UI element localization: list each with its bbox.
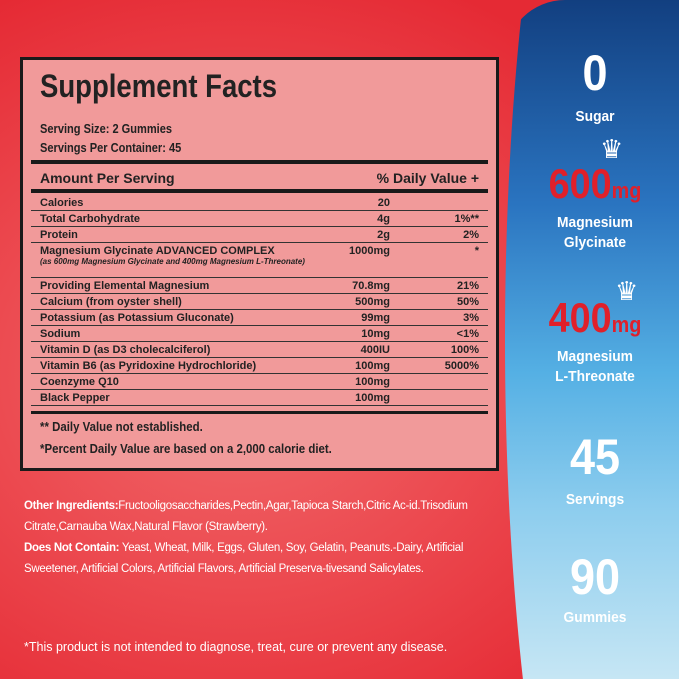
nutrient-name: Protein [40, 229, 320, 241]
threonate-label: Magnesium L-Threonate [526, 347, 664, 387]
nutrient-dv: 1%** [454, 212, 479, 225]
nutrient-label: Protein [40, 228, 78, 241]
disclaimer: *This product is not intended to diagnos… [24, 640, 448, 654]
threonate-unit: mg [611, 312, 642, 337]
nutrient-amount: 100mg [355, 375, 390, 388]
table-row: Black Pepper 100mg [31, 390, 488, 406]
table-row: Providing Elemental Magnesium 70.8mg 21% [31, 278, 488, 294]
nutrient-label: Vitamin B6 (as Pyridoxine Hydrochloride) [40, 359, 257, 372]
servings-per-container: Servings Per Container: 45 [40, 140, 182, 155]
nutrient-name: Vitamin B6 (as Pyridoxine Hydrochloride) [40, 360, 320, 372]
nutrient-amount: 100mg [355, 359, 390, 372]
nutrient-dv: 50% [456, 295, 479, 308]
nutrient-label: Sodium [40, 327, 81, 340]
nutrient-name: Potassium (as Potassium Gluconate) [40, 312, 320, 324]
label-line: L-Threonate [555, 368, 635, 385]
label-line: Magnesium [557, 214, 633, 231]
nutrient-dv: <1% [456, 327, 479, 340]
crown-icon: ♛ [615, 276, 639, 306]
nutrient-name: Calories [40, 197, 320, 209]
gummies-label: Gummies [563, 609, 627, 626]
nutrient-name: Vitamin D (as D3 cholecalciferol) [40, 344, 320, 356]
gummies-value: 90 [569, 549, 621, 605]
nutrient-amount: 400IU [360, 343, 390, 356]
servings-label: Servings [565, 491, 625, 508]
nutrient-label: Magnesium Glycinate ADVANCED COMPLEX [40, 245, 275, 257]
nutrient-amount: 2g [377, 228, 390, 241]
serving-size: Serving Size: 2 Gummies [40, 121, 173, 136]
nutrient-amount: 70.8mg [352, 279, 390, 292]
blue-side-panel [505, 0, 679, 679]
nutrient-amount: 1000mg [349, 245, 390, 257]
nutrient-label: Providing Elemental Magnesium [40, 279, 210, 292]
threonate-value: 400 [548, 294, 612, 341]
nutrient-label: Vitamin D (as D3 cholecalciferol) [40, 343, 211, 356]
nutrient-name: Black Pepper [40, 392, 320, 404]
sugar-label: Sugar [575, 108, 615, 125]
other-ingredients-label: Other Ingredients: [24, 500, 119, 512]
threonate-amount: 400mg [528, 294, 663, 342]
ingredients-text: Other Ingredients:Fructooligosaccharides… [24, 496, 504, 580]
glycinate-unit: mg [611, 178, 642, 203]
table-row: Potassium (as Potassium Gluconate) 99mg 3% [31, 310, 488, 326]
nutrient-label: Coenzyme Q10 [40, 375, 119, 388]
crown-icon: ♛ [600, 134, 624, 164]
nutrient-dv: 3% [463, 311, 479, 324]
footnote-calorie: *Percent Daily Value are based on a 2,00… [40, 441, 332, 456]
supplement-facts-panel: Supplement Facts Serving Size: 2 Gummies… [20, 57, 499, 471]
nutrient-dv: 100% [450, 343, 479, 356]
nutrient-dv: 5000% [444, 359, 479, 372]
nutrient-amount: 99mg [361, 311, 390, 324]
table-row: Magnesium Glycinate ADVANCED COMPLEX (as … [31, 243, 488, 278]
nutrient-amount: 500mg [355, 295, 390, 308]
table-row: Total Carbohydrate 4g 1%** [31, 211, 488, 227]
sugar-value: 0 [582, 45, 608, 101]
table-row: Coenzyme Q10 100mg [31, 374, 488, 390]
nutrient-dv: 2% [463, 228, 479, 241]
glycinate-label: Magnesium Glycinate [526, 213, 664, 253]
divider [31, 189, 488, 193]
nutrient-name: Sodium [40, 328, 320, 340]
nutrient-subtext: (as 600mg Magnesium Glycinate and 400mg … [40, 257, 305, 266]
divider [31, 411, 488, 414]
divider [31, 160, 488, 164]
table-row: Calcium (from oyster shell) 500mg 50% [31, 294, 488, 310]
table-header: Amount Per Serving % Daily Value + [40, 170, 479, 186]
table-row: Vitamin B6 (as Pyridoxine Hydrochloride)… [31, 358, 488, 374]
table-row: Calories 20 [31, 195, 488, 211]
servings-value: 45 [569, 429, 621, 485]
nutrient-name: Total Carbohydrate [40, 213, 320, 225]
nutrient-dv: * [474, 245, 479, 257]
table-row: Vitamin D (as D3 cholecalciferol) 400IU 10… [31, 342, 488, 358]
nutrient-label: Calories [40, 196, 84, 209]
nutrient-amount: 4g [377, 212, 390, 225]
nutrient-amount: 100mg [355, 391, 390, 404]
label-line: Magnesium [557, 348, 633, 365]
nutrient-name: Calcium (from oyster shell) [40, 296, 320, 308]
header-amount: Amount Per Serving [40, 170, 175, 186]
header-dv: % Daily Value + [376, 170, 479, 186]
table-row: Protein 2g 2% [31, 227, 488, 243]
table-row: Sodium 10mg <1% [31, 326, 488, 342]
nutrient-label: Black Pepper [40, 391, 110, 404]
nutrient-name: Providing Elemental Magnesium [40, 280, 320, 292]
nutrient-label: Potassium (as Potassium Gluconate) [40, 311, 234, 324]
footnote-dv: ** Daily Value not established. [40, 419, 203, 434]
nutrient-amount: 10mg [361, 327, 390, 340]
nutrient-name: Magnesium Glycinate ADVANCED COMPLEX (as … [40, 245, 320, 266]
nutrient-dv: 21% [456, 279, 479, 292]
does-not-contain: Yeast, Wheat, Milk, Eggs, Gluten, Soy, G… [24, 542, 464, 575]
nutrient-label: Calcium (from oyster shell) [40, 295, 182, 308]
nutrient-label: Total Carbohydrate [40, 212, 141, 225]
does-not-contain-label: Does Not Contain: [24, 542, 120, 554]
facts-table: Calories 20 Total Carbohydrate 4g 1%** Protei… [31, 195, 488, 406]
label-line: Glycinate [563, 234, 627, 251]
nutrient-name: Coenzyme Q10 [40, 376, 320, 388]
other-ingredients: Fructooligosaccharides,Pectin,Agar,Tapio… [24, 500, 468, 533]
glycinate-value: 600 [548, 160, 612, 207]
facts-title: Supplement Facts [40, 68, 278, 104]
nutrient-amount: 20 [377, 196, 390, 209]
glycinate-amount: 600mg [528, 160, 663, 208]
